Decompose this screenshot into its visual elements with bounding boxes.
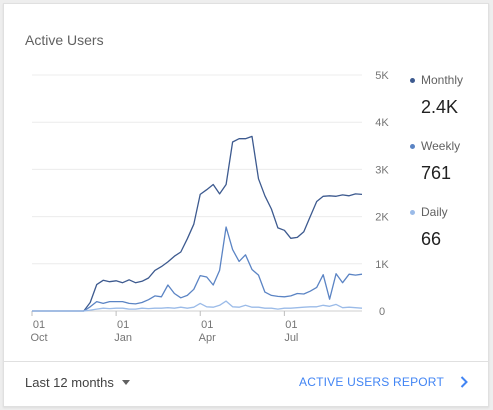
x-tick-day: 01 — [117, 319, 129, 331]
chevron-right-icon — [460, 376, 468, 388]
x-tick-day: 01 — [33, 319, 45, 331]
legend-value-weekly: 761 — [421, 163, 452, 183]
x-tick-month: Apr — [199, 332, 216, 344]
card-title: Active Users — [25, 32, 104, 48]
legend-value-daily: 66 — [421, 229, 442, 249]
footer-divider — [4, 361, 488, 362]
legend-label-daily: Daily — [421, 205, 448, 219]
series-line-monthly — [32, 135, 363, 312]
x-tick-month: Oct — [30, 332, 47, 344]
legend-label-weekly: Weekly — [421, 139, 461, 153]
legend-item-daily: Daily 66 — [410, 204, 488, 270]
legend-label-monthly: Monthly — [421, 73, 464, 87]
legend-value-monthly: 2.4K — [421, 97, 459, 117]
caret-down-icon — [121, 380, 130, 385]
y-tick-label: 4K — [375, 117, 389, 129]
y-tick-label: 0 — [379, 306, 385, 318]
x-tick-month: Jan — [114, 332, 132, 344]
legend-item-monthly: Monthly 2.4K — [410, 72, 488, 138]
y-tick-label: 5K — [375, 70, 389, 82]
legend-dot-weekly — [410, 143, 415, 149]
date-range-dropdown[interactable]: Last 12 months — [25, 375, 130, 390]
report-link-label: ACTIVE USERS REPORT — [299, 375, 444, 389]
legend: Monthly 2.4K Weekly 761 Daily 66 — [410, 72, 488, 270]
legend-dot-monthly — [410, 77, 415, 83]
x-tick-day: 01 — [201, 319, 213, 331]
legend-item-weekly: Weekly 761 — [410, 138, 488, 204]
series-line-daily — [32, 300, 363, 312]
x-tick-day: 01 — [285, 319, 297, 331]
legend-dot-daily — [410, 209, 415, 215]
x-tick-month: Jul — [284, 332, 298, 344]
active-users-card: Active Users 0 1K 2K 3K 4K 5K 01 Oct 01 Jan 01 Apr 0… — [3, 3, 489, 407]
y-tick-label: 3K — [375, 164, 389, 176]
series-line-weekly — [32, 226, 363, 312]
y-tick-label: 1K — [375, 259, 389, 271]
active-users-report-link[interactable]: ACTIVE USERS REPORT — [299, 375, 468, 389]
y-tick-label: 2K — [375, 212, 389, 224]
date-range-label: Last 12 months — [25, 375, 114, 390]
